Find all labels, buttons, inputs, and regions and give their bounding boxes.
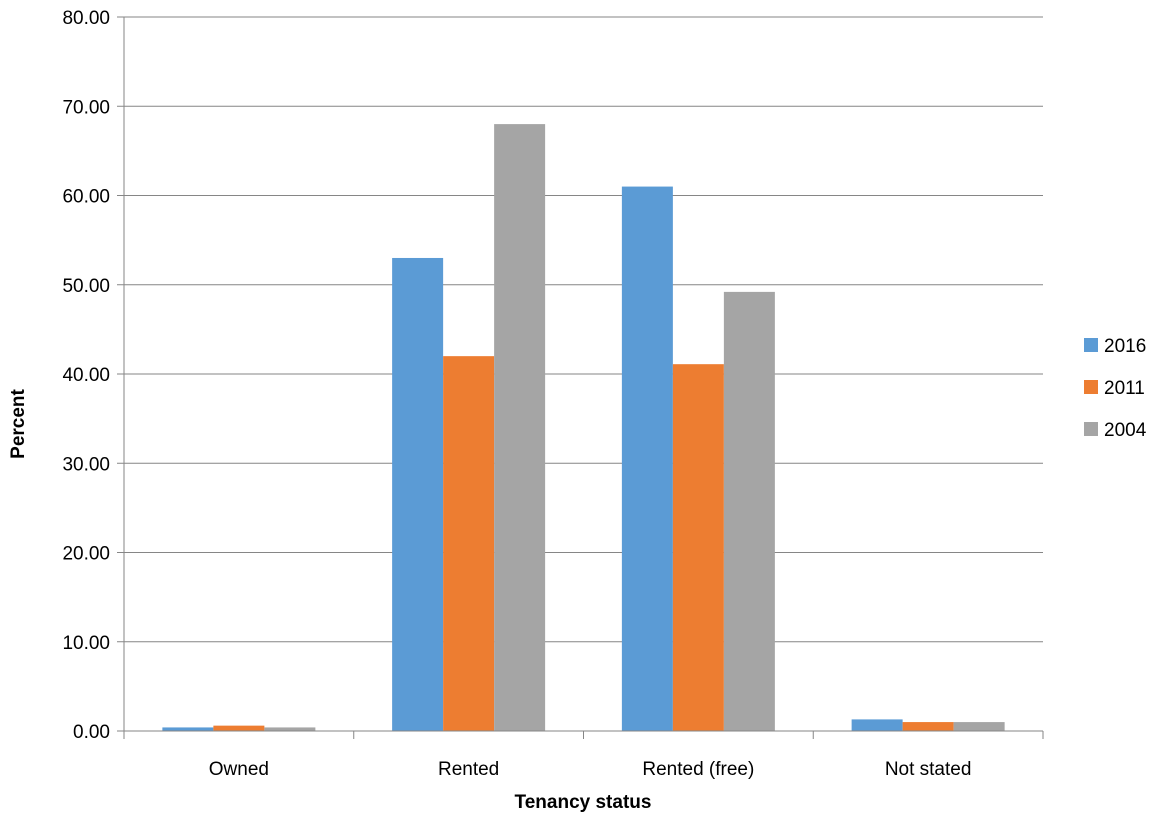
axes bbox=[123, 17, 1044, 739]
y-tick-label: 70.00 bbox=[62, 97, 110, 118]
bar bbox=[494, 124, 546, 732]
bar bbox=[621, 186, 673, 731]
y-tick-label: 50.00 bbox=[62, 276, 110, 297]
legend-label: 2011 bbox=[1104, 378, 1145, 399]
y-tick-label: 0.00 bbox=[73, 722, 110, 743]
bar bbox=[443, 356, 495, 731]
legend-swatch bbox=[1084, 338, 1098, 352]
gridlines bbox=[117, 16, 1043, 732]
bar bbox=[162, 727, 214, 731]
bar bbox=[953, 722, 1005, 731]
x-category-label: Not stated bbox=[885, 759, 972, 780]
x-category-labels: Owned Rented Rented (free) Not stated bbox=[209, 759, 972, 780]
y-tick-label: 60.00 bbox=[62, 187, 110, 208]
x-axis-title: Tenancy status bbox=[515, 792, 652, 813]
y-tick-label: 20.00 bbox=[62, 544, 110, 565]
legend-label: 2004 bbox=[1104, 420, 1147, 441]
legend-swatch bbox=[1084, 422, 1098, 436]
bars bbox=[162, 124, 1005, 732]
legend: 2016 2011 2004 bbox=[1084, 336, 1147, 441]
legend-label: 2016 bbox=[1104, 336, 1146, 357]
bar bbox=[392, 257, 444, 731]
y-axis-title: Percent bbox=[8, 388, 29, 458]
y-tick-label: 40.00 bbox=[62, 365, 110, 386]
x-category-label: Owned bbox=[209, 759, 269, 780]
bar bbox=[213, 725, 265, 731]
bar bbox=[672, 364, 724, 731]
bar bbox=[902, 722, 954, 731]
x-category-label: Rented bbox=[438, 759, 499, 780]
y-tick-labels: 0.00 10.00 20.00 30.00 40.00 50.00 60.00 70.00 8… bbox=[62, 8, 110, 743]
legend-swatch bbox=[1084, 380, 1098, 394]
y-tick-label: 80.00 bbox=[62, 8, 110, 29]
bar bbox=[264, 727, 316, 731]
y-tick-label: 30.00 bbox=[62, 454, 110, 475]
bar bbox=[723, 291, 775, 731]
y-tick-label: 10.00 bbox=[62, 633, 110, 654]
x-category-label: Rented (free) bbox=[642, 759, 754, 780]
bar bbox=[851, 719, 903, 731]
